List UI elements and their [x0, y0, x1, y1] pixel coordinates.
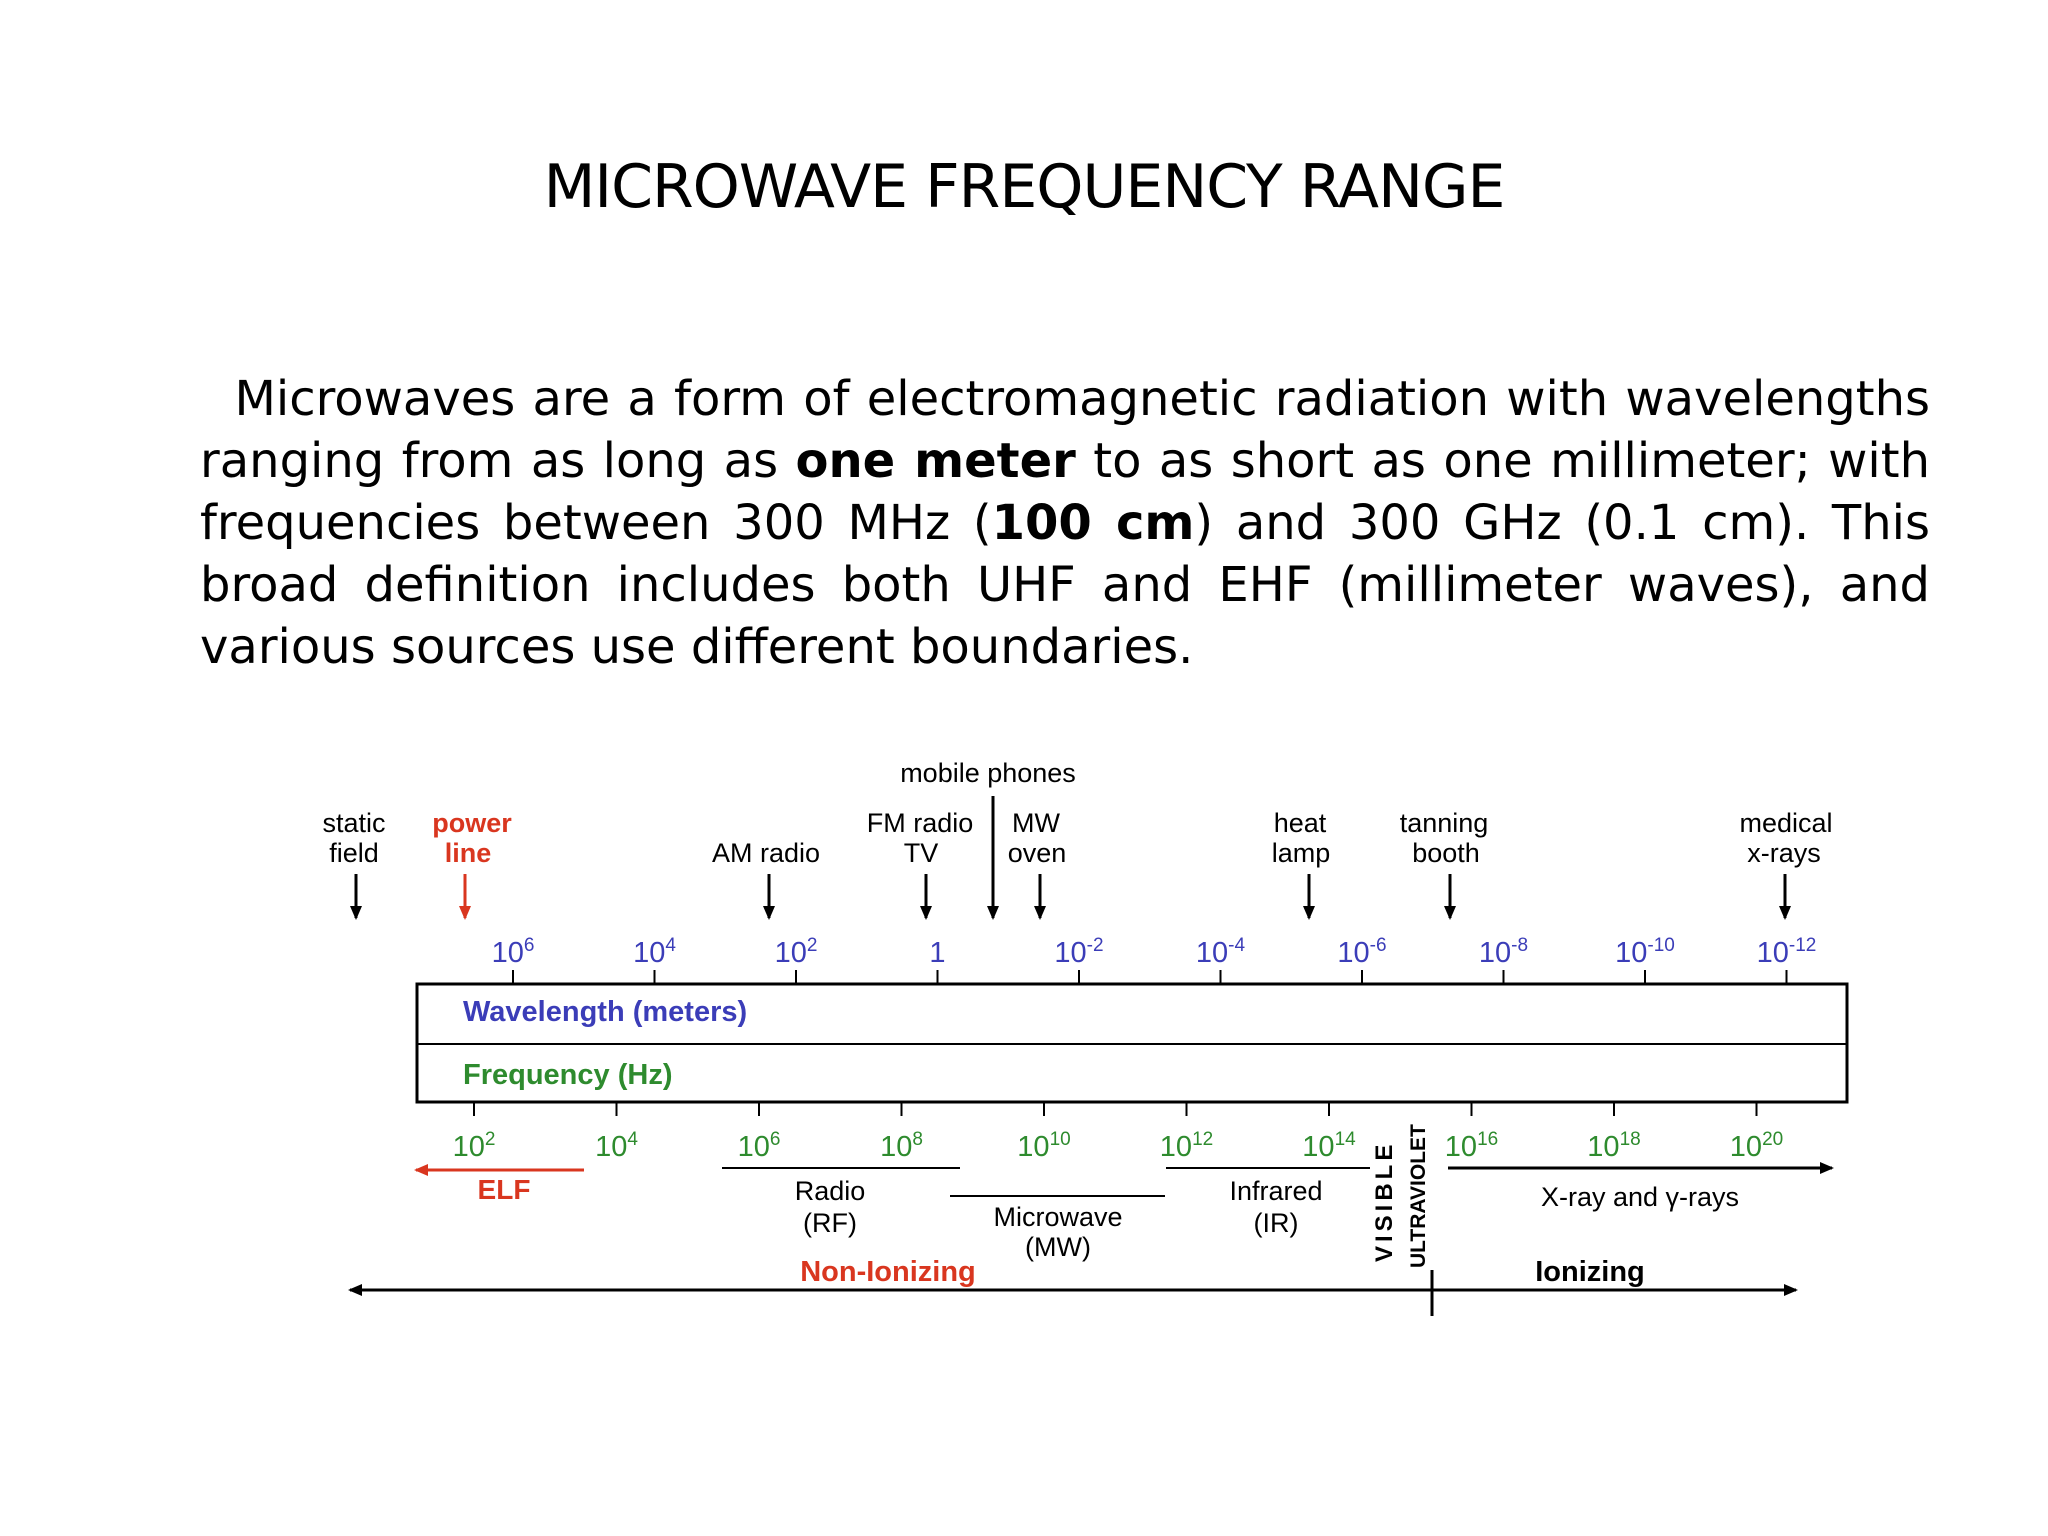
wavelength-tick-label: 10-6: [1337, 935, 1386, 969]
label-static-field-2: field: [329, 838, 379, 868]
band-microwave-abbr: (MW): [1025, 1232, 1091, 1262]
band-radio: Radio: [795, 1176, 866, 1206]
band-microwave: Microwave: [993, 1202, 1122, 1232]
label-heat-lamp-2: lamp: [1272, 838, 1331, 868]
wavelength-tick-label: 10-4: [1196, 935, 1246, 969]
label-heat-lamp: heat: [1274, 808, 1327, 838]
label-non-ionizing: Non-Ionizing: [800, 1256, 976, 1288]
band-xray-gamma: X-ray and γ-rays: [1541, 1182, 1739, 1212]
body-bold-one-meter: one meter: [795, 433, 1076, 489]
body-text-part-1: Microwaves are a form of electromagnetic…: [200, 371, 1930, 489]
label-tv: TV: [904, 838, 939, 868]
frequency-tick-label: 108: [880, 1129, 923, 1163]
body-text-part-3: ) and 300 GHz (0.1 cm). This broad defin…: [200, 495, 1930, 675]
label-power-line: power: [432, 808, 512, 838]
wavelength-tick-label: 10-2: [1054, 935, 1103, 969]
band-infrared: Infrared: [1229, 1176, 1322, 1206]
frequency-tick-label: 1012: [1160, 1129, 1213, 1163]
label-mw-oven: MW: [1012, 808, 1060, 838]
label-tanning-booth: tanning: [1400, 808, 1489, 838]
frequency-tick-label: 1014: [1302, 1129, 1356, 1163]
body-paragraph: Microwaves are a form of electromagnetic…: [200, 368, 1930, 678]
label-ionizing: Ionizing: [1535, 1256, 1645, 1288]
band-infrared-abbr: (IR): [1254, 1208, 1299, 1238]
label-tanning-booth-2: booth: [1412, 838, 1480, 868]
frequency-tick-label: 1010: [1017, 1129, 1070, 1163]
slide-title: MICROWAVE FREQUENCY RANGE: [543, 152, 1506, 222]
label-fm-radio: FM radio: [867, 808, 974, 838]
wavelength-tick-label: 106: [492, 935, 535, 969]
frequency-tick-label: 1018: [1587, 1129, 1640, 1163]
frequency-tick-label: 104: [595, 1129, 638, 1163]
frequency-tick-label: 106: [738, 1129, 781, 1163]
band-radio-abbr: (RF): [803, 1208, 857, 1238]
wavelength-label: Wavelength (meters): [463, 996, 747, 1028]
label-am-radio: AM radio: [712, 838, 820, 868]
label-static-field: static: [322, 808, 385, 838]
em-spectrum-diagram: static field power line AM radio FM radi…: [322, 758, 1849, 1316]
frequency-tick-label: 1016: [1445, 1129, 1498, 1163]
label-medical-xrays: medical: [1739, 808, 1832, 838]
label-medical-xrays-2: x-rays: [1747, 838, 1821, 868]
band-visible: VISIBLE: [1371, 1141, 1398, 1262]
band-elf: ELF: [478, 1174, 531, 1205]
wavelength-tick-label: 102: [775, 935, 818, 969]
frequency-tick-label: 102: [453, 1129, 496, 1163]
frequency-tick-group: 102 104 106 108 1010 1012 1014 1016 1018 1020: [453, 1102, 1783, 1163]
frequency-label: Frequency (Hz): [463, 1059, 672, 1091]
body-bold-100cm: 100 cm: [991, 495, 1195, 551]
frequency-tick-label: 1020: [1730, 1129, 1783, 1163]
wavelength-tick-group: 106 104 102 1 10-2 10-4 10-6 10-8 10-10 10-12: [492, 935, 1817, 984]
wavelength-tick-label: 1: [929, 937, 945, 969]
band-ultraviolet: ULTRAVIOLET: [1407, 1124, 1430, 1268]
body-text-part-2: to as short as one millimeter; with freq…: [200, 433, 1931, 551]
label-power-line-2: line: [445, 838, 492, 868]
wavelength-tick-label: 10-10: [1615, 935, 1675, 969]
wavelength-tick-label: 10-12: [1757, 935, 1817, 969]
wavelength-tick-label: 104: [633, 935, 676, 969]
label-mw-oven-2: oven: [1008, 838, 1067, 868]
label-mobile-phones: mobile phones: [900, 758, 1076, 788]
wavelength-tick-label: 10-8: [1479, 935, 1528, 969]
